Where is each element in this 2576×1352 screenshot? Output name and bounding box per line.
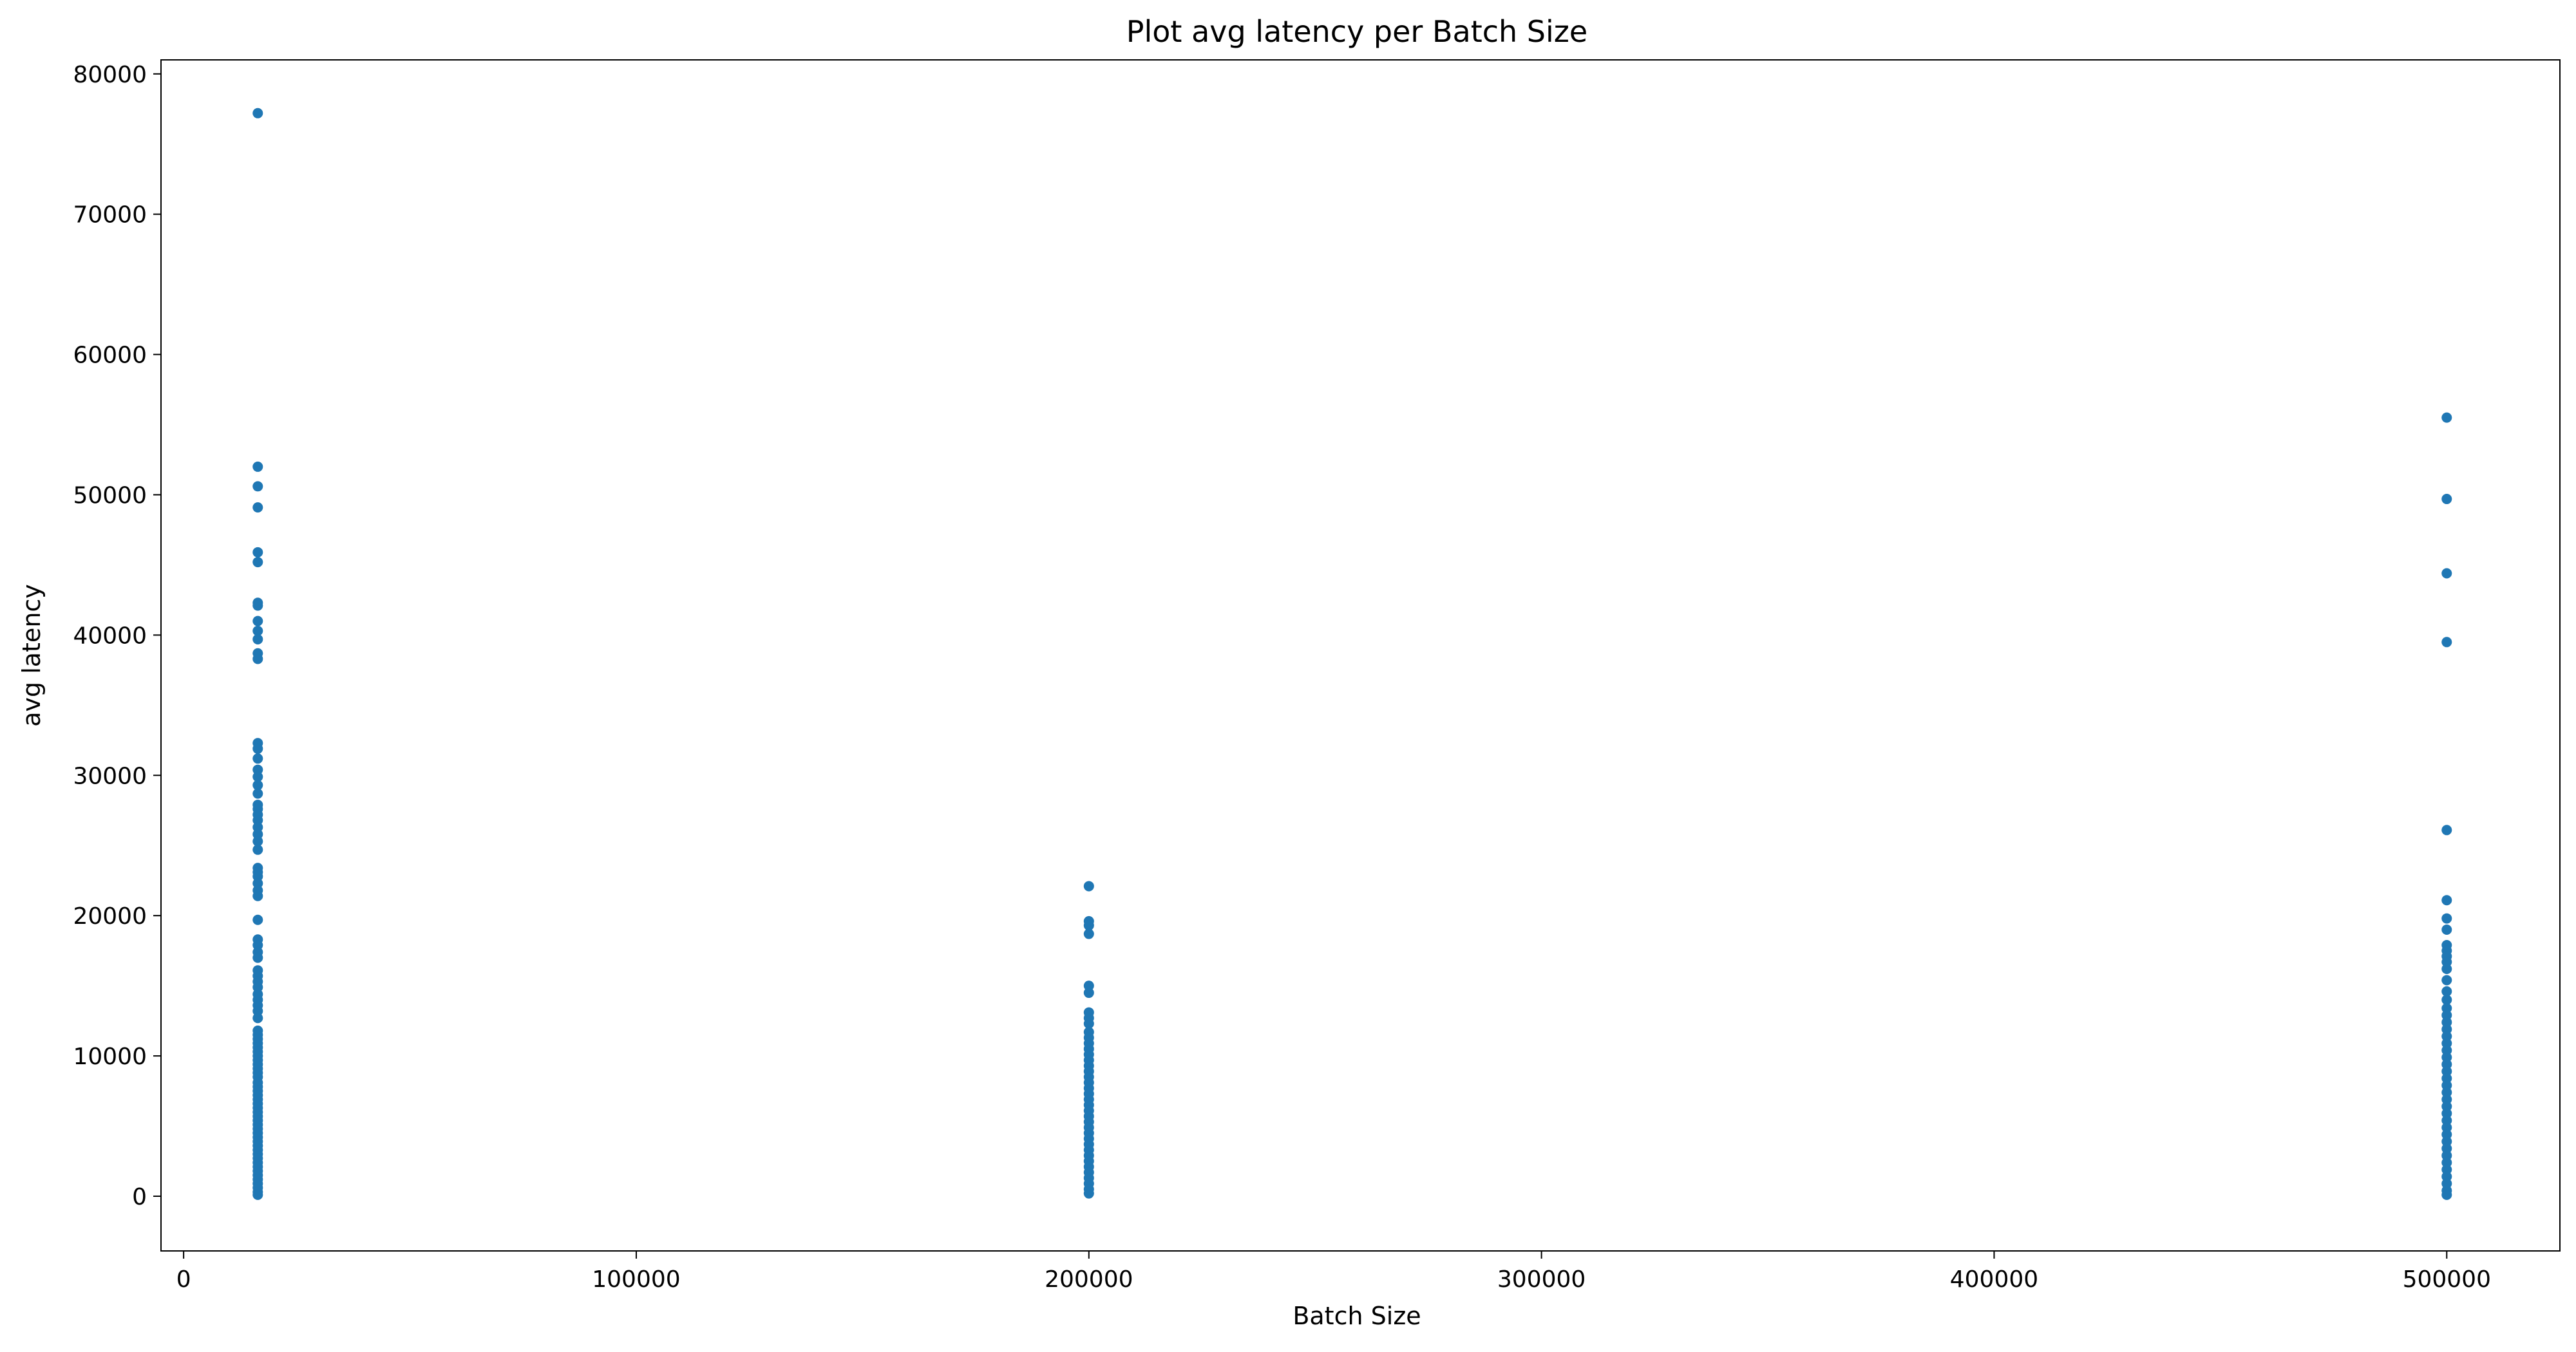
y-axis: 0 10000 20000 30000 40000 50000 60000 70000 8000… xyxy=(73,62,161,1210)
data-point xyxy=(252,1189,263,1200)
x-tick-label: 400000 xyxy=(1950,1266,2038,1293)
data-point xyxy=(2441,637,2452,648)
x-axis-title: Batch Size xyxy=(1293,1302,1421,1330)
data-point xyxy=(2441,913,2452,924)
data-point xyxy=(2441,994,2452,1005)
data-point xyxy=(2441,895,2452,906)
data-point xyxy=(2441,964,2452,975)
data-point xyxy=(2441,494,2452,505)
data-point xyxy=(2441,568,2452,579)
data-point xyxy=(252,1013,263,1024)
data-point xyxy=(2441,1189,2452,1200)
points-layer xyxy=(252,108,2452,1200)
data-point xyxy=(1083,1188,1094,1199)
data-point xyxy=(252,557,263,568)
plot-area-frame xyxy=(160,59,2561,1252)
data-point xyxy=(252,890,263,901)
data-point xyxy=(252,625,263,636)
data-point xyxy=(252,634,263,644)
x-tick-label: 100000 xyxy=(592,1266,680,1293)
y-tick-label: 10000 xyxy=(73,1044,147,1070)
data-point xyxy=(252,481,263,492)
data-point xyxy=(252,108,263,118)
data-point xyxy=(2441,975,2452,986)
data-point xyxy=(252,743,263,754)
data-point xyxy=(252,914,263,925)
data-point xyxy=(252,547,263,558)
x-tick-label: 200000 xyxy=(1045,1266,1133,1293)
x-axis: 0 100000 200000 300000 400000 500000 xyxy=(176,1251,2491,1293)
data-point xyxy=(252,753,263,764)
y-tick-label: 70000 xyxy=(73,202,147,229)
x-tick-label: 500000 xyxy=(2403,1266,2491,1293)
data-point xyxy=(252,461,263,472)
data-point xyxy=(1083,1018,1094,1029)
data-point xyxy=(252,780,263,791)
y-tick-label: 40000 xyxy=(73,623,147,649)
y-axis-title: avg latency xyxy=(17,584,46,727)
y-tick-label: 50000 xyxy=(73,483,147,509)
data-point xyxy=(1083,988,1094,999)
data-point xyxy=(1083,881,1094,892)
data-point xyxy=(252,502,263,513)
y-tick-label: 30000 xyxy=(73,763,147,789)
chart-title: Plot avg latency per Batch Size xyxy=(1126,14,1587,49)
data-point xyxy=(252,615,263,626)
y-tick-label: 60000 xyxy=(73,343,147,369)
y-tick-label: 80000 xyxy=(73,62,147,88)
data-point xyxy=(252,836,263,847)
data-point xyxy=(252,788,263,799)
data-point xyxy=(252,653,263,664)
x-tick-label: 300000 xyxy=(1497,1266,1586,1293)
data-point xyxy=(252,952,263,963)
y-tick-label: 0 xyxy=(132,1184,147,1210)
data-point xyxy=(2441,825,2452,836)
data-point xyxy=(2441,412,2452,423)
data-point xyxy=(1083,920,1094,931)
data-point xyxy=(252,600,263,611)
data-point xyxy=(2441,986,2452,997)
x-tick-label: 0 xyxy=(176,1266,191,1293)
data-point xyxy=(252,771,263,782)
data-point xyxy=(252,844,263,855)
y-tick-label: 20000 xyxy=(73,903,147,930)
data-point xyxy=(2441,925,2452,935)
data-point xyxy=(1083,928,1094,939)
